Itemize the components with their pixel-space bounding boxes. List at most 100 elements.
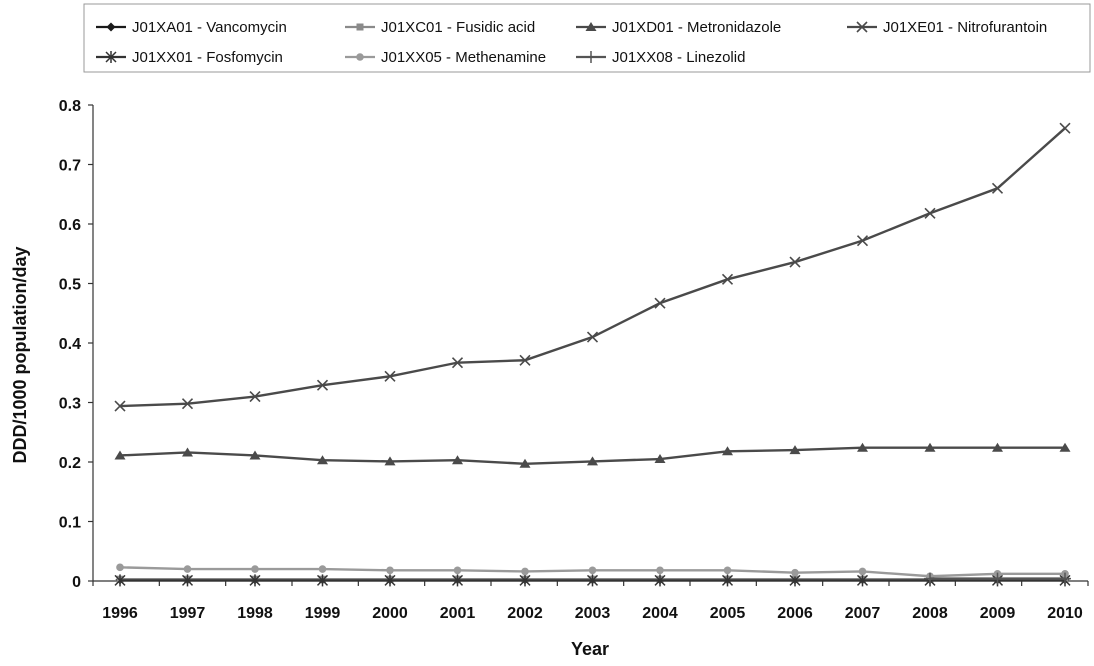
- y-tick-label: 0.3: [59, 396, 81, 413]
- data-point: [791, 568, 799, 577]
- legend-label: J01XC01 - Fusidic acid: [381, 19, 535, 36]
- data-point: [114, 400, 126, 412]
- y-axis-ticks: 0 0.1 0.2 0.3 0.4 0.5 0.6 0.7 0.8: [59, 98, 93, 591]
- legend-marker: [106, 22, 116, 32]
- legend-label: J01XX08 - Linezolid: [612, 49, 745, 66]
- y-axis-title: DDD/1000 population/day: [10, 246, 30, 463]
- data-point: [114, 574, 126, 587]
- legend-item: J01XD01 - Metronidazole: [576, 19, 781, 36]
- data-point: [721, 273, 734, 285]
- x-tick-label: 2008: [912, 605, 948, 622]
- data-point: [722, 446, 733, 456]
- data-point: [654, 574, 666, 587]
- data-point: [384, 574, 396, 587]
- data-point: [789, 445, 801, 455]
- legend-item: J01XX05 - Methenamine: [345, 49, 546, 66]
- data-point: [116, 563, 124, 572]
- series-2: [114, 442, 1071, 468]
- data-point: [992, 442, 1003, 452]
- data-point: [858, 567, 867, 576]
- y-tick-label: 0.2: [59, 455, 81, 472]
- x-tick-label: 2003: [575, 605, 611, 622]
- data-point: [451, 357, 464, 369]
- data-point: [991, 182, 1004, 194]
- data-point: [316, 379, 329, 391]
- x-tick-label: 1998: [237, 605, 273, 622]
- data-point: [924, 207, 936, 219]
- legend-marker: [105, 51, 117, 63]
- y-tick-label: 0.6: [59, 217, 81, 234]
- legend-item: J01XX08 - Linezolid: [576, 49, 745, 66]
- legend-item: J01XX01 - Fosfomycin: [96, 49, 283, 66]
- legend-box: [83, 3, 1091, 73]
- data-point: [386, 566, 394, 575]
- data-point: [318, 565, 327, 573]
- x-tick-label: 2000: [372, 605, 408, 622]
- y-tick-label: 0.7: [59, 158, 81, 175]
- data-point: [924, 442, 936, 452]
- x-tick-label: 2005: [710, 605, 746, 622]
- legend-marker: [356, 53, 364, 61]
- legend-marker: [356, 23, 364, 31]
- series-6: [924, 572, 1071, 585]
- series-5: [116, 563, 1069, 581]
- series-line: [119, 127, 1066, 408]
- data-point: [183, 565, 192, 573]
- y-tick-label: 0.4: [59, 336, 81, 353]
- legend-label: J01XE01 - Nitrofurantoin: [883, 19, 1047, 36]
- x-axis-title: Year: [571, 639, 609, 659]
- data-point: [586, 331, 599, 343]
- data-point: [721, 574, 734, 587]
- data-point: [586, 574, 599, 587]
- data-point: [451, 574, 464, 587]
- data-point: [384, 370, 396, 382]
- data-point: [453, 566, 462, 575]
- data-point: [856, 574, 869, 587]
- data-point: [654, 297, 666, 309]
- data-point: [181, 398, 194, 410]
- x-tick-label: 2002: [507, 605, 543, 622]
- series-3: [114, 122, 1071, 412]
- data-point: [1059, 572, 1071, 585]
- series-4: [114, 574, 1071, 587]
- legend-label: J01XA01 - Vancomycin: [132, 19, 287, 36]
- axes: [92, 105, 1088, 582]
- x-tick-label: 2001: [440, 605, 476, 622]
- data-point: [991, 572, 1004, 585]
- data-point: [1059, 122, 1071, 134]
- data-point: [316, 574, 329, 587]
- data-point: [789, 256, 801, 268]
- data-point: [924, 572, 936, 585]
- legend: J01XA01 - Vancomycin J01XC01 - Fusidic ac…: [83, 3, 1091, 73]
- x-tick-label: 1996: [102, 605, 138, 622]
- y-tick-label: 0.8: [59, 98, 81, 115]
- x-tick-label: 2009: [980, 605, 1016, 622]
- x-tick-label: 1999: [305, 605, 341, 622]
- data-point: [588, 566, 597, 575]
- x-axis-ticks: 1996 1997 1998 1999 2000 2001 2002 2003 2004 2005…: [92, 581, 1089, 622]
- x-tick-label: 2004: [642, 605, 678, 622]
- data-point: [723, 566, 732, 575]
- legend-item: J01XC01 - Fusidic acid: [345, 19, 535, 36]
- data-point: [654, 454, 666, 464]
- legend-marker: [585, 51, 597, 63]
- data-point: [249, 574, 261, 587]
- x-tick-label: 2007: [845, 605, 881, 622]
- legend-label: J01XD01 - Metronidazole: [612, 19, 781, 36]
- data-point: [384, 456, 396, 466]
- data-point: [181, 574, 194, 587]
- data-point: [452, 455, 463, 465]
- series-layer: [114, 122, 1071, 587]
- data-point: [587, 456, 598, 466]
- data-point: [857, 442, 868, 452]
- data-point: [519, 458, 531, 468]
- data-point: [249, 450, 261, 460]
- legend-marker: [585, 22, 597, 31]
- legend-label: J01XX01 - Fosfomycin: [132, 49, 283, 66]
- data-point: [856, 235, 869, 247]
- y-tick-label: 0.5: [59, 277, 81, 294]
- data-point: [182, 447, 193, 457]
- y-tick-label: 0.1: [59, 515, 81, 532]
